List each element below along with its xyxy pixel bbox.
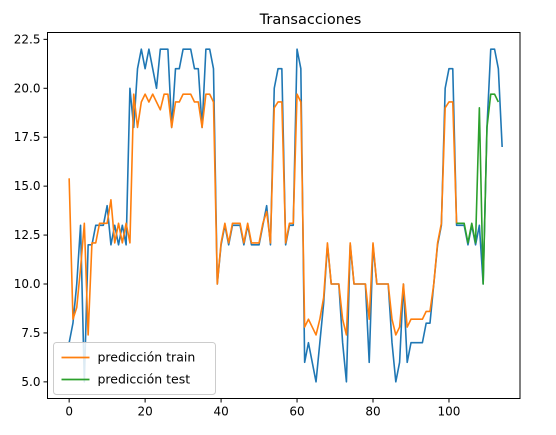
- y-tick-label: 20.0: [14, 81, 41, 95]
- x-tick-label: 80: [365, 405, 380, 419]
- plot-lines: [68, 48, 503, 383]
- series-line-0: [68, 48, 503, 383]
- y-tick-label: 12.5: [14, 228, 41, 242]
- y-axis: 5.0 7.5 10.0 12.5 15.0 17.5 20.0 22.5: [14, 32, 48, 389]
- chart-title: Transacciones: [259, 12, 362, 28]
- y-tick-label: 7.5: [21, 326, 40, 340]
- x-tick-label: 100: [438, 405, 461, 419]
- x-tick-label: 20: [137, 405, 152, 419]
- x-tick-label: 0: [65, 405, 73, 419]
- plot-area-frame: [47, 32, 521, 399]
- legend: predicción train predicción test: [53, 342, 216, 395]
- y-tick-label: 10.0: [14, 277, 41, 291]
- y-tick-label: 5.0: [21, 375, 40, 389]
- x-tick-label: 60: [289, 405, 304, 419]
- legend-label: predicción test: [98, 372, 191, 387]
- x-tick-label: 40: [213, 405, 228, 419]
- series-line-1: [68, 93, 458, 336]
- y-tick-label: 17.5: [14, 130, 41, 144]
- y-tick-label: 15.0: [14, 179, 41, 193]
- x-axis: 0 20 40 60 80 100: [65, 398, 461, 419]
- series-line-2: [456, 93, 500, 285]
- legend-box: [53, 342, 216, 395]
- legend-label: predicción train: [98, 350, 196, 365]
- y-tick-label: 22.5: [14, 32, 41, 46]
